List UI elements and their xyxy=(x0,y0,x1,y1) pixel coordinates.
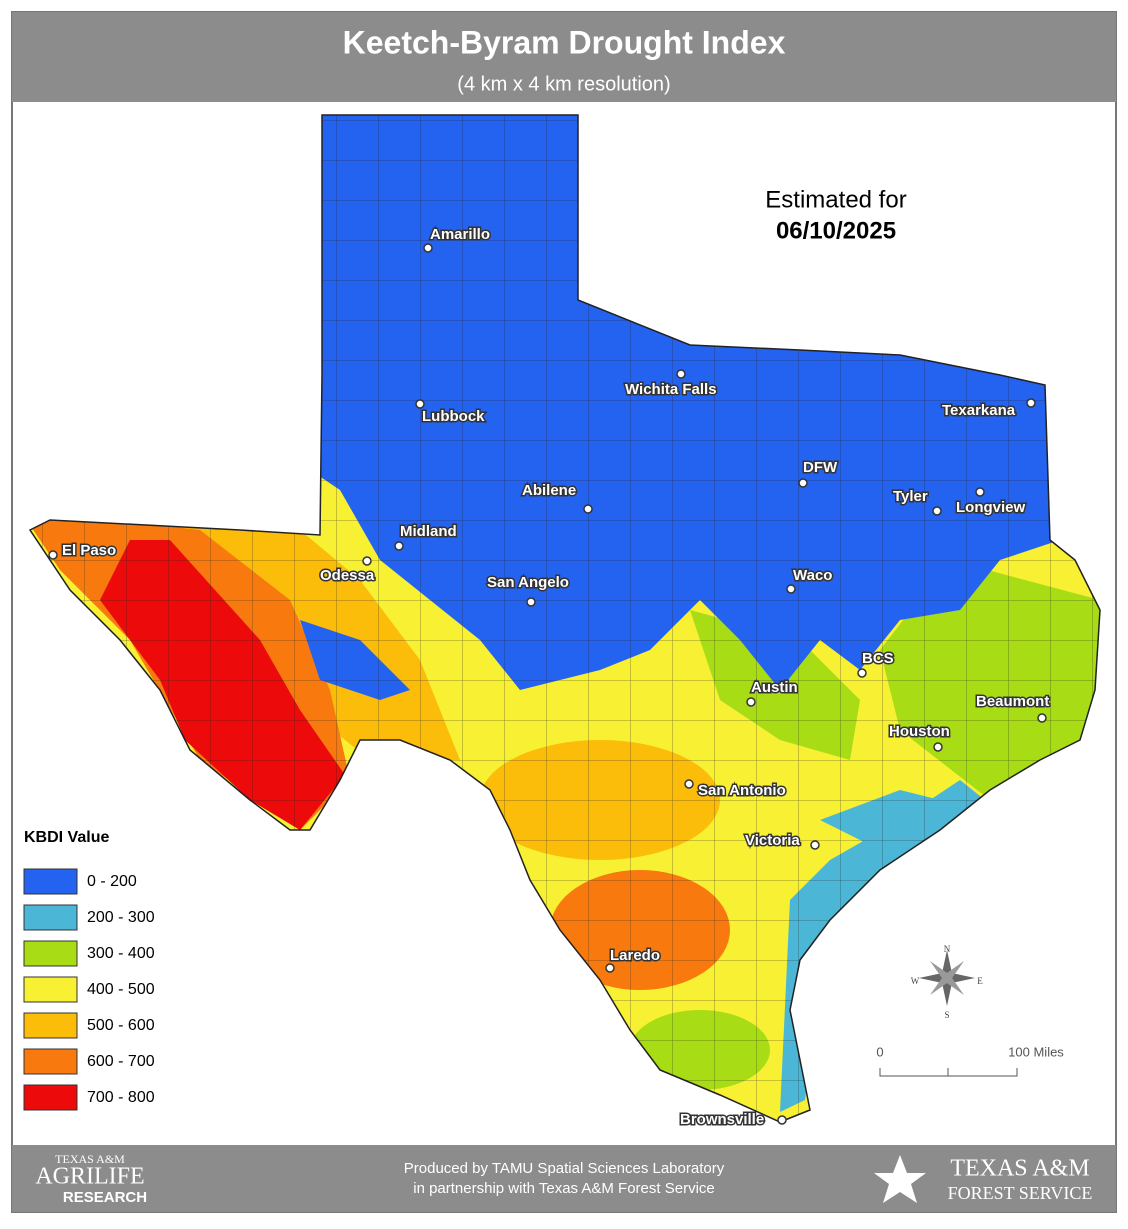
scale-end: 100 Miles xyxy=(1008,1044,1064,1059)
city-label: Texarkana xyxy=(942,402,1016,419)
legend-swatch xyxy=(23,1084,78,1111)
legend-label: 500 - 600 xyxy=(87,1017,155,1034)
legend-label: 300 - 400 xyxy=(87,945,155,962)
city-label: Lubbock xyxy=(422,408,485,425)
city-dot xyxy=(777,1115,787,1125)
legend-label: 0 - 200 xyxy=(87,873,137,890)
city-dot xyxy=(746,697,756,707)
legend-label: 200 - 300 xyxy=(87,909,155,926)
title: Keetch-Byram Drought Index xyxy=(343,24,786,60)
city-label: Abilene xyxy=(522,482,576,499)
city-label: DFW xyxy=(803,459,838,476)
city-label: Waco xyxy=(793,567,832,584)
city-label: Houston xyxy=(889,723,950,740)
city-dot xyxy=(932,506,942,516)
city-label: Austin xyxy=(751,679,798,696)
city-dot xyxy=(798,478,808,488)
city-label: Wichita Falls xyxy=(625,381,717,398)
estimate-label: Estimated for xyxy=(765,186,906,213)
legend-swatch xyxy=(23,940,78,967)
compass-w: W xyxy=(911,976,920,986)
footer-bar xyxy=(12,1145,1116,1212)
legend-swatch xyxy=(23,868,78,895)
city-label: San Antonio xyxy=(698,782,786,799)
logo-right-1: TEXAS A&M xyxy=(950,1156,1089,1182)
city-label: Laredo xyxy=(610,947,660,964)
legend-swatch xyxy=(23,976,78,1003)
legend-title: KBDI Value xyxy=(24,829,109,846)
city-dot xyxy=(394,541,404,551)
city-dot xyxy=(423,243,433,253)
compass-e: E xyxy=(977,976,983,986)
city-dot xyxy=(933,742,943,752)
city-dot xyxy=(526,597,536,607)
city-dot xyxy=(415,399,425,409)
logo-left-3: RESEARCH xyxy=(63,1189,147,1206)
city-dot xyxy=(605,963,615,973)
city-label: Amarillo xyxy=(430,226,490,243)
city-label: Tyler xyxy=(893,488,928,505)
credit-2: in partnership with Texas A&M Forest Ser… xyxy=(413,1180,715,1197)
city-dot xyxy=(810,840,820,850)
legend-swatch xyxy=(23,904,78,931)
city-dot xyxy=(1026,398,1036,408)
city-dot xyxy=(676,369,686,379)
city-dot xyxy=(583,504,593,514)
city-label: BCS xyxy=(862,650,894,667)
city-label: Odessa xyxy=(320,567,375,584)
subtitle: (4 km x 4 km resolution) xyxy=(457,73,670,95)
city-dot xyxy=(857,668,867,678)
compass: N E S W xyxy=(911,944,984,1020)
cities: Amarillo Lubbock Wichita Falls Texarkana DFW… xyxy=(48,224,1051,1129)
city-dot xyxy=(1037,713,1047,723)
city-label: San Angelo xyxy=(487,574,569,591)
logo-left-1: TEXAS A&M xyxy=(55,1152,125,1166)
city-dot xyxy=(975,487,985,497)
city-dot xyxy=(786,584,796,594)
credit-1: Produced by TAMU Spatial Sciences Labora… xyxy=(404,1160,725,1177)
star-logo xyxy=(874,1155,926,1203)
city-dot xyxy=(48,550,58,560)
city-label: Beaumont xyxy=(976,693,1049,710)
legend-swatch xyxy=(23,1048,78,1075)
city-label: Longview xyxy=(956,499,1026,516)
city-label: Midland xyxy=(400,523,457,540)
legend-label: 600 - 700 xyxy=(87,1053,155,1070)
legend: 0 - 200 200 - 300 300 - 400 400 - 500 500 - … xyxy=(23,868,155,1111)
legend-swatch xyxy=(23,1012,78,1039)
city-label: Victoria xyxy=(745,832,800,849)
city-label: Brownsville xyxy=(680,1111,764,1128)
compass-s: S xyxy=(944,1010,949,1020)
logo-left-2: AGRILIFE xyxy=(35,1164,144,1190)
compass-n: N xyxy=(944,944,951,954)
legend-label: 400 - 500 xyxy=(87,981,155,998)
scale-start: 0 xyxy=(876,1044,883,1059)
city-label: El Paso xyxy=(62,542,116,559)
header-bar xyxy=(12,12,1116,102)
scale-bar: 0 100 Miles xyxy=(876,1044,1064,1077)
estimate-date: 06/10/2025 xyxy=(776,217,896,244)
city-dot xyxy=(684,779,694,789)
city-dot xyxy=(362,556,372,566)
logo-right-2: FOREST SERVICE xyxy=(948,1183,1093,1203)
legend-label: 700 - 800 xyxy=(87,1089,155,1106)
